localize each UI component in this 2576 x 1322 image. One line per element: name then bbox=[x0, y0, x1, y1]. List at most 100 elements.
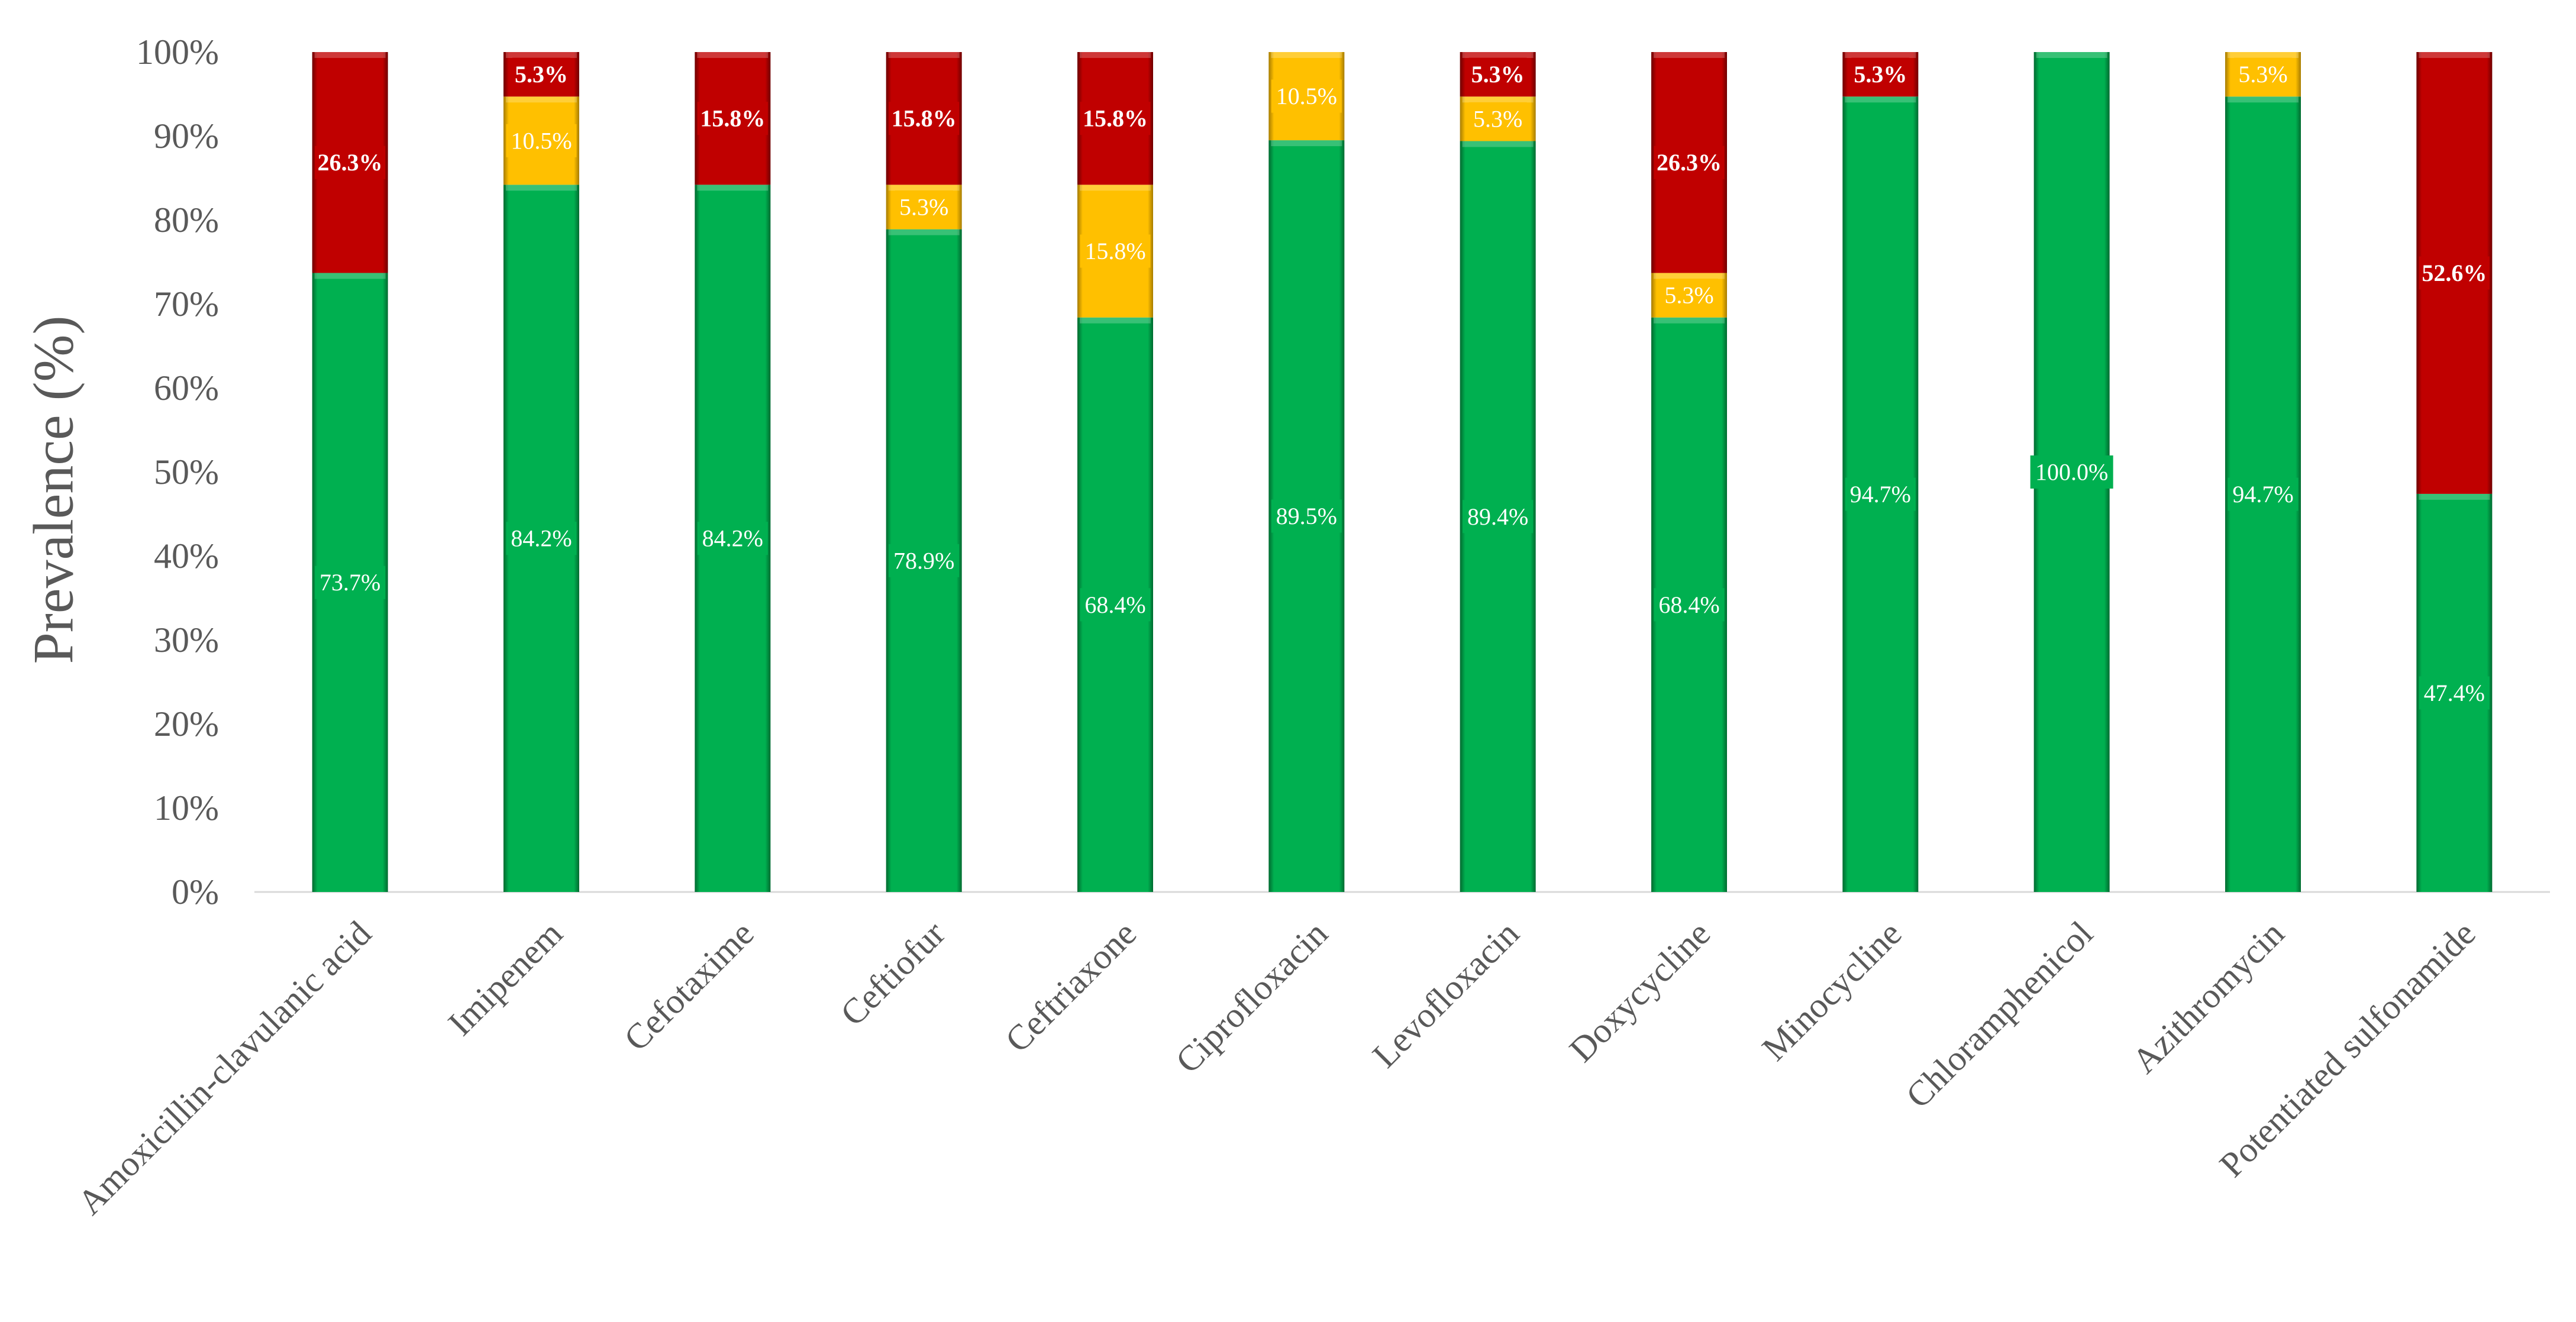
bar-bevel-yellow bbox=[1271, 52, 1342, 58]
data-label-green: 84.2% bbox=[697, 522, 768, 555]
data-label-box bbox=[895, 190, 953, 224]
data-label-box bbox=[1463, 500, 1534, 534]
data-label-box bbox=[1271, 499, 1342, 533]
data-label-yellow: 5.3% bbox=[2234, 57, 2292, 91]
data-label-text: 52.6% bbox=[2422, 260, 2487, 286]
data-label-red: 26.3% bbox=[315, 146, 386, 179]
data-label-box bbox=[512, 57, 570, 91]
bar-bevel-red bbox=[1462, 52, 1534, 58]
data-label-green: 100.0% bbox=[2030, 455, 2113, 489]
data-label-yellow: 5.3% bbox=[1660, 279, 1718, 312]
data-label-yellow: 10.5% bbox=[1271, 79, 1342, 113]
data-label-box bbox=[889, 102, 960, 135]
bar-bevel-green bbox=[2419, 493, 2490, 500]
data-label-text: 10.5% bbox=[511, 127, 572, 154]
y-tick-label: 0% bbox=[172, 872, 219, 911]
bar-bevel-green bbox=[2036, 52, 2107, 58]
data-label-green: 47.4% bbox=[2419, 676, 2490, 710]
bar-bevel-red bbox=[888, 52, 960, 58]
data-label-box bbox=[315, 565, 386, 599]
x-category-label: Chloramphenicol bbox=[1899, 914, 2100, 1116]
bar-bevel-green bbox=[506, 185, 577, 191]
y-axis-title: Prevalence (%) bbox=[22, 316, 85, 664]
data-label-box bbox=[889, 544, 960, 577]
data-label-text: 68.4% bbox=[1658, 591, 1719, 618]
bar-bevel-green bbox=[697, 185, 769, 191]
data-label-green: 84.2% bbox=[506, 522, 577, 555]
data-label-box bbox=[697, 102, 768, 135]
data-label-green: 94.7% bbox=[2228, 477, 2299, 511]
bar-bevel-red bbox=[697, 52, 769, 58]
bar-bevel-red bbox=[1654, 52, 1725, 58]
data-label-box bbox=[2234, 57, 2292, 91]
y-tick-label: 10% bbox=[154, 788, 219, 828]
x-category-label: Amoxicillin-clavulanic acid bbox=[70, 914, 379, 1222]
data-label-text: 5.3% bbox=[1471, 61, 1525, 88]
data-label-red: 15.8% bbox=[889, 102, 960, 135]
data-label-text: 100.0% bbox=[2035, 459, 2108, 486]
data-label-box bbox=[1845, 477, 1916, 511]
data-label-text: 26.3% bbox=[318, 149, 383, 176]
data-label-red: 5.3% bbox=[1468, 57, 1527, 91]
bar-bevel-green bbox=[888, 229, 960, 235]
axis-layer: 0% 10% 20% 30% 40% 50% 60% 70% 80% 90% 100% Prevale… bbox=[22, 33, 2550, 911]
data-labels-layer: 73.7% 26.3% 84.2% 10.5% 5.3% 84.2% 15.8% 78.9% 5… bbox=[315, 57, 2490, 710]
data-label-text: 94.7% bbox=[2232, 481, 2293, 508]
data-label-red: 5.3% bbox=[1851, 57, 1910, 91]
data-label-text: 47.4% bbox=[2424, 680, 2485, 706]
bar-bevel-yellow bbox=[506, 96, 577, 103]
data-label-text: 5.3% bbox=[1473, 105, 1522, 132]
bar-bevel-green bbox=[1654, 317, 1725, 324]
y-tick-label: 100% bbox=[136, 33, 219, 72]
bar-bevel-yellow bbox=[1462, 96, 1534, 103]
data-label-text: 84.2% bbox=[511, 525, 572, 552]
data-label-box bbox=[1080, 102, 1151, 135]
data-label-red: 52.6% bbox=[2419, 256, 2490, 290]
bar-bevel-red bbox=[506, 52, 577, 58]
data-label-text: 5.3% bbox=[1664, 282, 1713, 309]
data-label-green: 68.4% bbox=[1080, 588, 1151, 622]
bar-bevel-green bbox=[1845, 96, 1916, 103]
x-category-label: Minocycline bbox=[1755, 914, 1909, 1068]
bar-bevel-yellow bbox=[888, 185, 960, 191]
data-label-yellow: 10.5% bbox=[506, 124, 577, 157]
data-label-text: 5.3% bbox=[899, 193, 948, 220]
data-label-yellow: 5.3% bbox=[895, 190, 953, 224]
data-label-box bbox=[1080, 588, 1151, 622]
x-category-label: Doxycycline bbox=[1562, 914, 1718, 1069]
data-label-text: 5.3% bbox=[1854, 61, 1907, 88]
bar-bevel-green bbox=[314, 273, 386, 279]
x-category-label: Ciprofloxacin bbox=[1168, 914, 1335, 1081]
y-tick-label: 20% bbox=[154, 704, 219, 744]
data-label-text: 15.8% bbox=[700, 105, 765, 132]
data-label-red: 15.8% bbox=[1080, 102, 1151, 135]
data-label-box bbox=[506, 522, 577, 555]
data-label-box bbox=[1654, 588, 1725, 622]
data-label-text: 78.9% bbox=[893, 547, 954, 574]
data-label-box bbox=[1851, 57, 1910, 91]
y-tick-label: 90% bbox=[154, 117, 219, 156]
data-label-red: 26.3% bbox=[1654, 146, 1725, 179]
data-label-box bbox=[315, 146, 386, 179]
data-label-box bbox=[506, 124, 577, 157]
data-label-text: 89.5% bbox=[1276, 503, 1337, 529]
bar-bevel-green bbox=[1080, 317, 1151, 324]
bar-bevel-yellow bbox=[1080, 185, 1151, 191]
data-label-green: 78.9% bbox=[889, 544, 960, 577]
data-label-box bbox=[2228, 477, 2299, 511]
bar-bevel-green bbox=[2228, 96, 2299, 103]
data-label-green: 89.4% bbox=[1463, 500, 1534, 534]
y-tick-label: 50% bbox=[154, 452, 219, 492]
bars-layer bbox=[312, 52, 2493, 893]
bar-bevel-yellow bbox=[2228, 52, 2299, 58]
bar-bevel-red bbox=[1080, 52, 1151, 58]
x-category-label: Levofloxacin bbox=[1365, 914, 1526, 1075]
x-category-label: Ceftriaxone bbox=[998, 914, 1144, 1060]
y-tick-label: 30% bbox=[154, 620, 219, 660]
data-label-box bbox=[1271, 79, 1342, 113]
y-tick-label: 70% bbox=[154, 285, 219, 324]
bar-bevel-yellow bbox=[1654, 273, 1725, 279]
data-label-box bbox=[1468, 57, 1527, 91]
